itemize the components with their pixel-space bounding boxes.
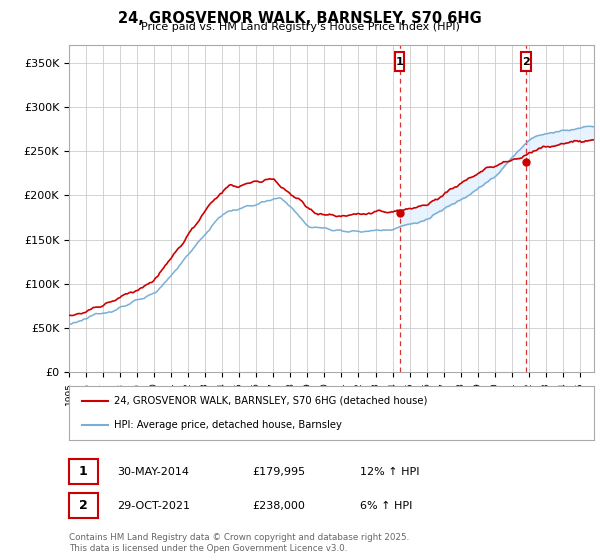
Text: Contains HM Land Registry data © Crown copyright and database right 2025.
This d: Contains HM Land Registry data © Crown c… (69, 533, 409, 553)
Text: £179,995: £179,995 (252, 466, 305, 477)
Text: 1: 1 (395, 57, 403, 67)
Text: 1: 1 (79, 465, 88, 478)
FancyBboxPatch shape (521, 52, 530, 71)
Text: 30-MAY-2014: 30-MAY-2014 (117, 466, 189, 477)
Text: Price paid vs. HM Land Registry's House Price Index (HPI): Price paid vs. HM Land Registry's House … (140, 22, 460, 32)
Text: 29-OCT-2021: 29-OCT-2021 (117, 501, 190, 511)
Text: 24, GROSVENOR WALK, BARNSLEY, S70 6HG (detached house): 24, GROSVENOR WALK, BARNSLEY, S70 6HG (d… (113, 396, 427, 406)
Text: 2: 2 (522, 57, 530, 67)
Text: 24, GROSVENOR WALK, BARNSLEY, S70 6HG: 24, GROSVENOR WALK, BARNSLEY, S70 6HG (118, 11, 482, 26)
Text: 12% ↑ HPI: 12% ↑ HPI (360, 466, 419, 477)
Text: 6% ↑ HPI: 6% ↑ HPI (360, 501, 412, 511)
Text: £238,000: £238,000 (252, 501, 305, 511)
Text: 2: 2 (79, 499, 88, 512)
FancyBboxPatch shape (395, 52, 404, 71)
Text: HPI: Average price, detached house, Barnsley: HPI: Average price, detached house, Barn… (113, 420, 341, 430)
